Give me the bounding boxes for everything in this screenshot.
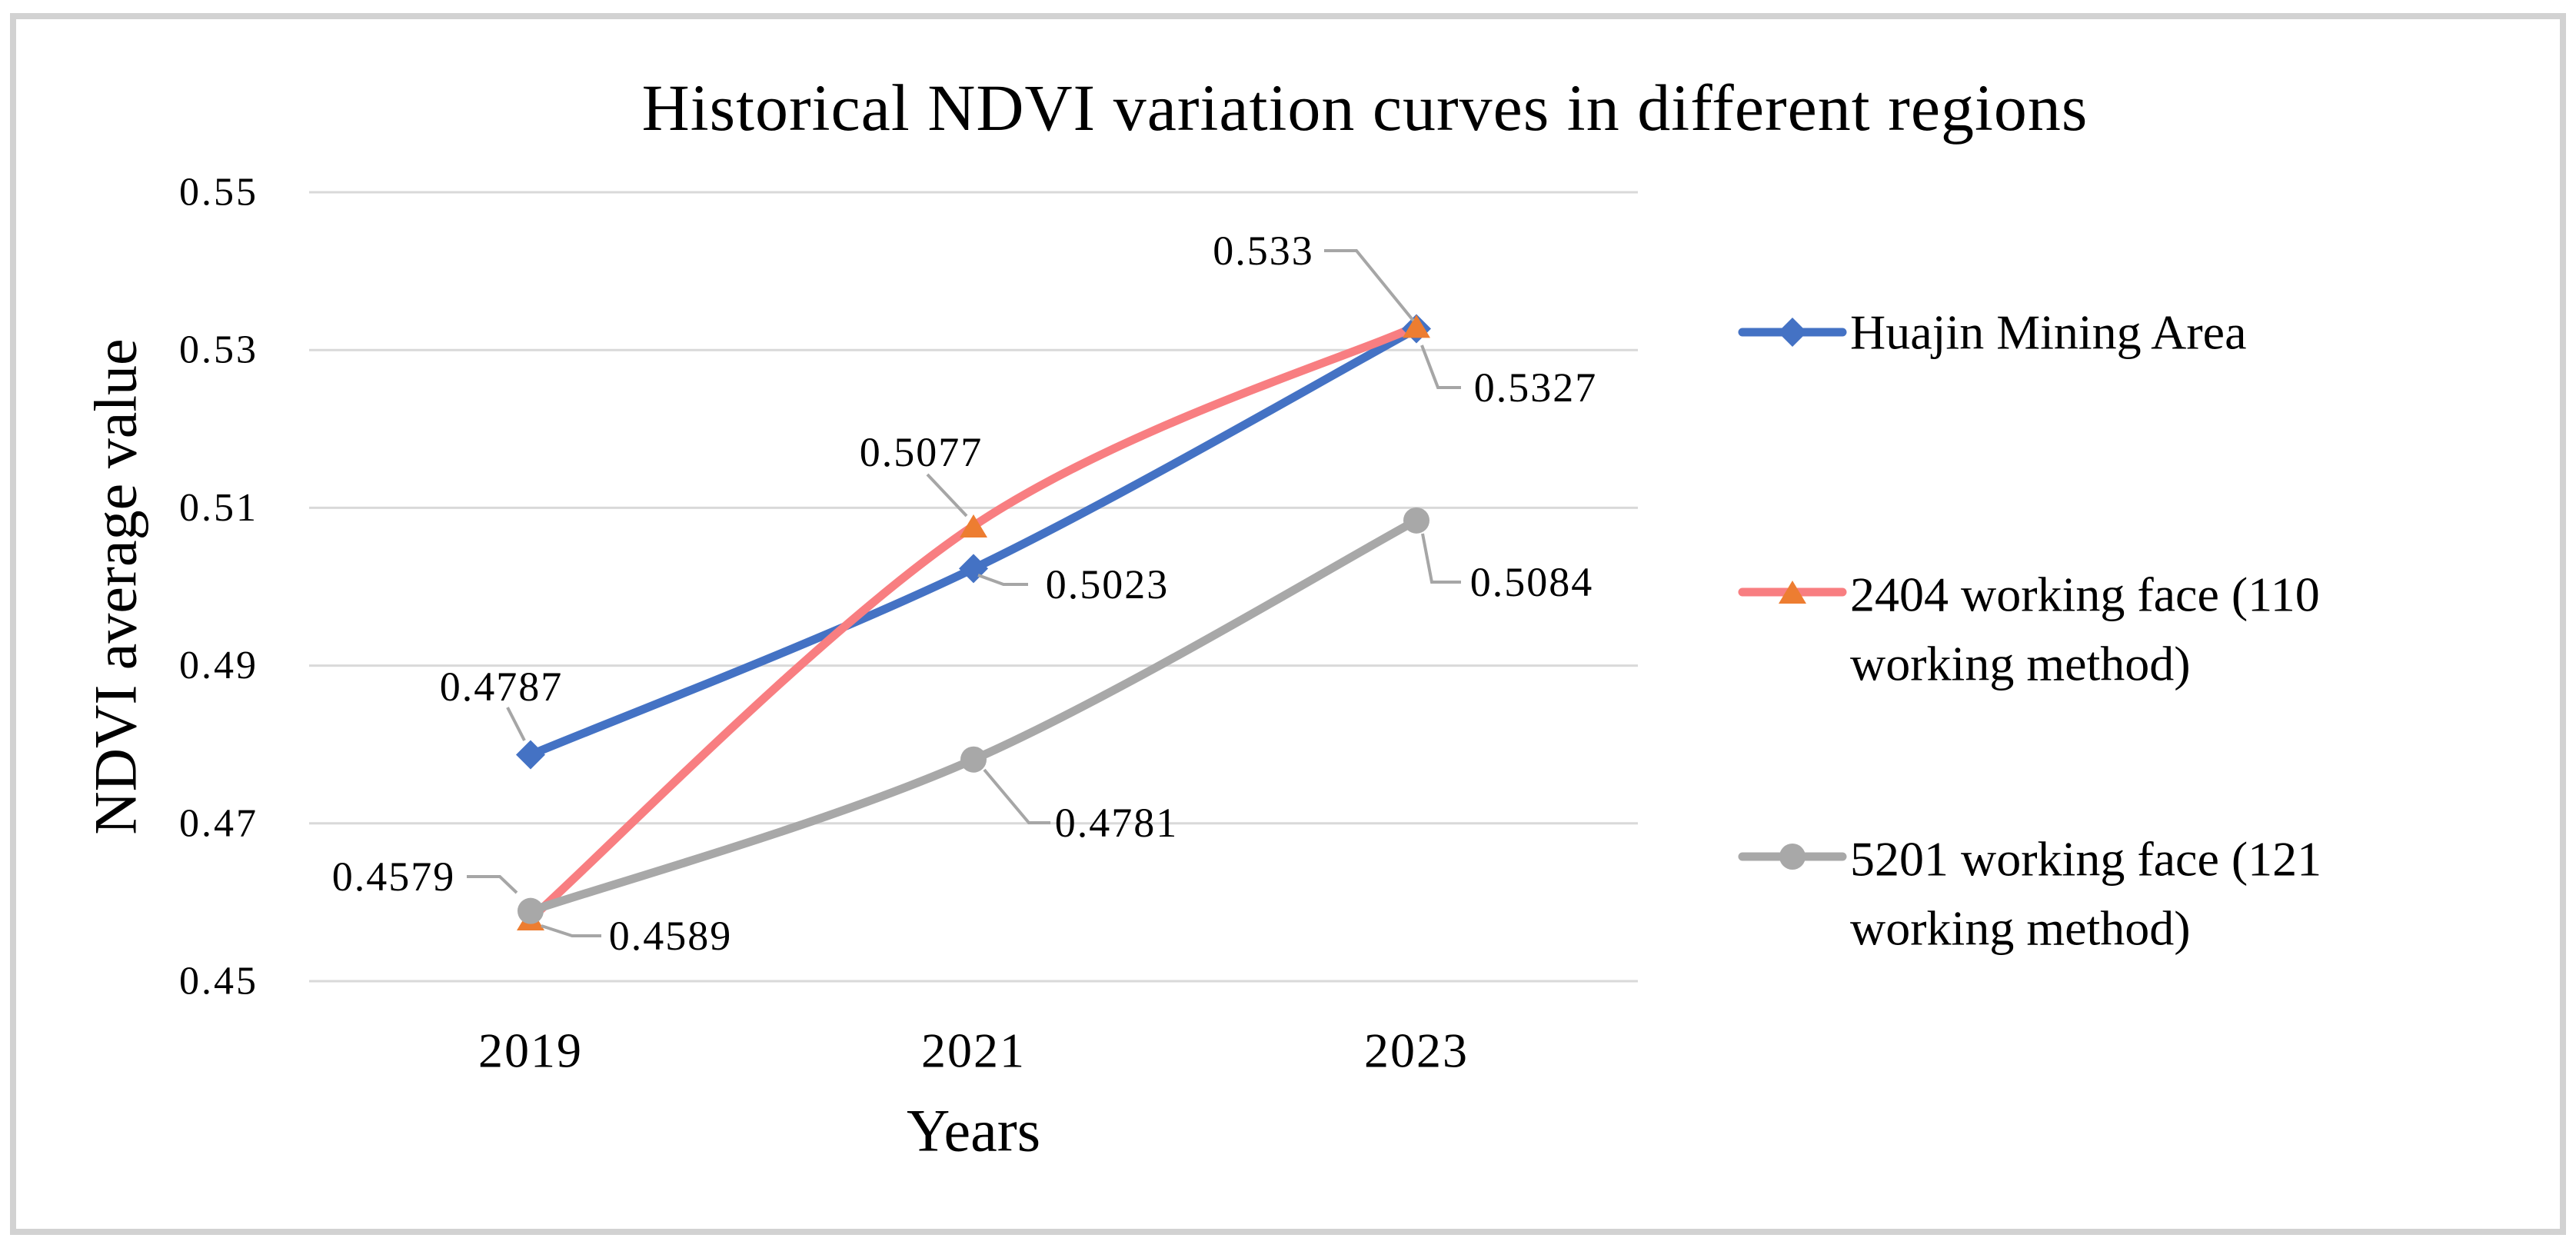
y-axis-tick-labels: 0.55 0.53 0.51 0.49 0.47 0.45 (179, 171, 258, 1003)
y-tick-label-0.51: 0.51 (179, 486, 258, 530)
marker-diamond-huajin-mining-area-2019 (516, 740, 545, 770)
data-label-huajin-mining-area-2021: 0.5023 (1046, 561, 1170, 607)
y-tick-label-0.45: 0.45 (179, 960, 258, 1003)
legend: Huajin Mining Area 2404 working face (110… (1738, 305, 2321, 956)
data-label-leader-2404-working-face-110-working-method-2019 (467, 875, 518, 894)
data-label-5201-working-face-121-working-method-2023: 0.5084 (1470, 559, 1594, 605)
legend-circle-icon (1779, 844, 1806, 870)
data-label-2404-working-face-110-working-method-2019: 0.4579 (332, 854, 456, 900)
legend-label-huajin-mining-area-line1: Huajin Mining Area (1850, 305, 2246, 360)
data-label-leader-5201-working-face-121-working-method-2023 (1421, 533, 1461, 584)
marker-circle-5201-working-face-121-working-method-2023 (1403, 507, 1429, 534)
data-label-5201-working-face-121-working-method-2021: 0.4781 (1055, 800, 1179, 846)
data-label-leader-5201-working-face-121-working-method-2019 (541, 924, 601, 937)
y-axis-title: NDVI average value (82, 338, 149, 834)
marker-circle-5201-working-face-121-working-method-2021 (960, 746, 987, 773)
data-label-leader-5201-working-face-121-working-method-2021 (983, 768, 1050, 824)
data-label-leader-huajin-mining-area-2023 (1420, 344, 1461, 389)
legend-label-2404-working-face-110-working-method-line2: working method) (1850, 637, 2191, 691)
y-tick-label-0.49: 0.49 (179, 644, 258, 687)
series-lines-group (526, 321, 1421, 924)
data-label-leader-2404-working-face-110-working-method-2023 (1324, 249, 1415, 322)
legend-triangle-icon (1779, 581, 1806, 604)
marker-triangle-2404-working-face-110-working-method-2023 (1403, 314, 1430, 338)
legend-item-5201-working-face-121-working-method: 5201 working face (121 working method) (1738, 832, 2321, 956)
data-label-2404-working-face-110-working-method-2021: 0.5077 (860, 429, 983, 475)
series-line-huajin-mining-area (526, 324, 1421, 760)
data-label-leader-2404-working-face-110-working-method-2021 (926, 473, 968, 518)
data-labels-group: 0.4787 0.5023 0.5327 0.4579 0.5077 0.533 0.458… (332, 228, 1598, 959)
legend-label-5201-working-face-121-working-method-line1: 5201 working face (121 (1850, 832, 2321, 887)
data-label-huajin-mining-area-2019: 0.4787 (440, 664, 564, 710)
x-tick-label-2021: 2021 (921, 1023, 1026, 1078)
series-line-2404-working-face-110-working-method (526, 321, 1421, 924)
data-label-leader-huajin-mining-area-2021 (977, 574, 1028, 586)
data-label-leader-huajin-mining-area-2019 (506, 707, 526, 741)
legend-diamond-icon (1778, 318, 1807, 347)
x-axis-title: Years (907, 1097, 1040, 1164)
legend-label-5201-working-face-121-working-method-line2: working method) (1850, 901, 2191, 956)
y-tick-label-0.47: 0.47 (179, 801, 258, 845)
marker-circle-5201-working-face-121-working-method-2019 (518, 897, 544, 924)
y-tick-label-0.55: 0.55 (179, 171, 258, 215)
figure-border (10, 13, 2566, 1235)
legend-item-huajin-mining-area: Huajin Mining Area (1738, 305, 2246, 360)
x-tick-label-2023: 2023 (1364, 1023, 1469, 1078)
x-axis-tick-labels: 2019 2021 2023 (478, 1023, 1469, 1078)
gridlines-group (309, 191, 1638, 983)
data-label-huajin-mining-area-2023: 0.5327 (1474, 364, 1598, 411)
x-tick-label-2019: 2019 (478, 1023, 583, 1078)
legend-item-2404-working-face-110-working-method: 2404 working face (110 working method) (1738, 567, 2320, 691)
series-markers-group (516, 314, 1431, 930)
chart-title: Historical NDVI variation curves in diff… (642, 71, 2088, 145)
data-label-2404-working-face-110-working-method-2023: 0.533 (1213, 228, 1314, 274)
data-label-5201-working-face-121-working-method-2019: 0.4589 (609, 913, 733, 959)
y-tick-label-0.53: 0.53 (179, 328, 258, 372)
marker-triangle-2404-working-face-110-working-method-2021 (960, 514, 987, 537)
legend-label-2404-working-face-110-working-method-line1: 2404 working face (110 (1850, 567, 2320, 622)
